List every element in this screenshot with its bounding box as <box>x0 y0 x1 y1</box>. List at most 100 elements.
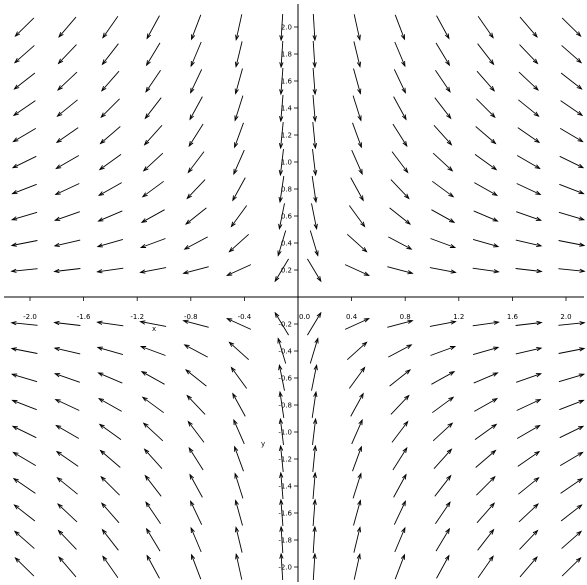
vector-arrow <box>387 266 414 275</box>
arrow-shaft <box>312 40 316 68</box>
arrow-head <box>187 167 193 174</box>
arrow-head <box>490 112 496 119</box>
arrow-shaft <box>518 71 539 91</box>
vector-arrow <box>558 211 586 221</box>
arrow-shaft <box>12 155 37 169</box>
arrow-shaft <box>140 321 167 327</box>
arrow-shaft <box>561 17 581 37</box>
vector-arrow <box>558 321 586 326</box>
arrow-head <box>11 425 18 431</box>
arrow-shaft <box>11 240 38 246</box>
vector-arrow <box>99 449 121 468</box>
vector-arrow <box>518 71 539 91</box>
arrow-shaft <box>54 322 81 326</box>
vector-arrow <box>145 501 161 525</box>
arrow-shaft <box>353 554 361 580</box>
arrow-head <box>445 60 451 67</box>
vector-arrow <box>10 240 38 247</box>
arrow-head <box>492 217 499 222</box>
vector-arrow <box>144 97 162 120</box>
vector-arrow <box>230 366 248 389</box>
arrow-shaft <box>227 318 252 330</box>
vector-arrow <box>145 42 161 67</box>
arrow-shaft <box>98 372 123 384</box>
arrow-shaft <box>13 128 37 142</box>
arrow-shaft <box>560 504 582 522</box>
vector-arrow <box>312 67 317 96</box>
arrow-head <box>536 268 543 274</box>
vector-arrow <box>515 320 543 326</box>
arrow-head <box>579 321 586 326</box>
arrow-head <box>228 247 235 253</box>
arrow-head <box>405 369 412 375</box>
vector-arrow <box>13 45 35 64</box>
arrow-shaft <box>433 448 452 470</box>
arrow-shaft <box>56 451 79 467</box>
vector-arrow <box>57 529 77 550</box>
arrow-head <box>534 164 541 170</box>
arrow-head <box>97 191 105 197</box>
arrow-head <box>446 448 453 455</box>
arrow-shaft <box>186 179 206 199</box>
vector-arrow <box>12 477 36 494</box>
arrow-head <box>576 84 583 90</box>
arrow-shaft <box>309 230 319 256</box>
arrow-shaft <box>515 347 542 355</box>
arrow-head <box>234 499 239 506</box>
vector-arrow <box>353 553 361 580</box>
vector-arrow <box>190 69 203 94</box>
y-tick-label: -1.4 <box>278 483 292 491</box>
vector-arrow <box>228 233 250 253</box>
vector-arrow <box>183 344 208 358</box>
arrow-shaft <box>55 183 80 195</box>
arrow-shaft <box>352 473 362 499</box>
vector-arrow <box>432 422 454 442</box>
arrow-head <box>357 472 362 479</box>
arrow-head <box>578 190 585 195</box>
vector-arrow <box>143 124 163 146</box>
arrow-head <box>99 449 106 456</box>
arrow-head <box>145 501 151 508</box>
vector-arrow <box>182 266 209 275</box>
vector-arrow <box>10 347 38 354</box>
arrow-head <box>534 450 541 456</box>
vector-arrow <box>233 149 245 176</box>
arrow-shaft <box>143 422 164 442</box>
vector-arrow <box>225 264 252 276</box>
arrow-shaft <box>184 236 208 250</box>
arrow-shaft <box>390 395 410 415</box>
y-tick-label: -0.6 <box>278 375 292 383</box>
arrow-head <box>13 57 20 64</box>
arrow-shaft <box>146 42 161 66</box>
arrow-head <box>401 60 406 68</box>
arrow-head <box>576 504 583 510</box>
arrow-head <box>186 394 192 401</box>
vector-arrow <box>353 499 362 526</box>
vector-arrow <box>235 553 243 580</box>
arrow-shaft <box>100 450 121 468</box>
arrow-shaft <box>143 152 164 172</box>
arrow-shaft <box>102 556 119 578</box>
arrow-head <box>444 33 450 40</box>
x-tick-label: -0.8 <box>184 313 198 321</box>
vector-arrow <box>516 373 543 383</box>
arrow-shaft <box>100 98 120 118</box>
vector-arrow <box>225 318 252 330</box>
x-axis-label: x <box>152 325 156 333</box>
vector-arrow <box>10 211 38 221</box>
arrow-head <box>14 556 21 563</box>
arrow-head <box>11 399 18 404</box>
arrow-head <box>312 142 318 150</box>
arrow-shaft <box>309 338 319 364</box>
vector-arrow <box>96 320 124 327</box>
arrow-head <box>277 250 282 257</box>
vector-arrow <box>435 42 451 67</box>
arrow-shaft <box>97 321 124 327</box>
vector-arrow <box>279 498 284 527</box>
vector-arrow <box>312 471 317 500</box>
vector-arrow <box>279 471 284 500</box>
arrow-head <box>277 337 282 344</box>
arrow-head <box>53 242 60 248</box>
vector-arrow <box>558 347 586 354</box>
arrow-head <box>447 422 454 428</box>
